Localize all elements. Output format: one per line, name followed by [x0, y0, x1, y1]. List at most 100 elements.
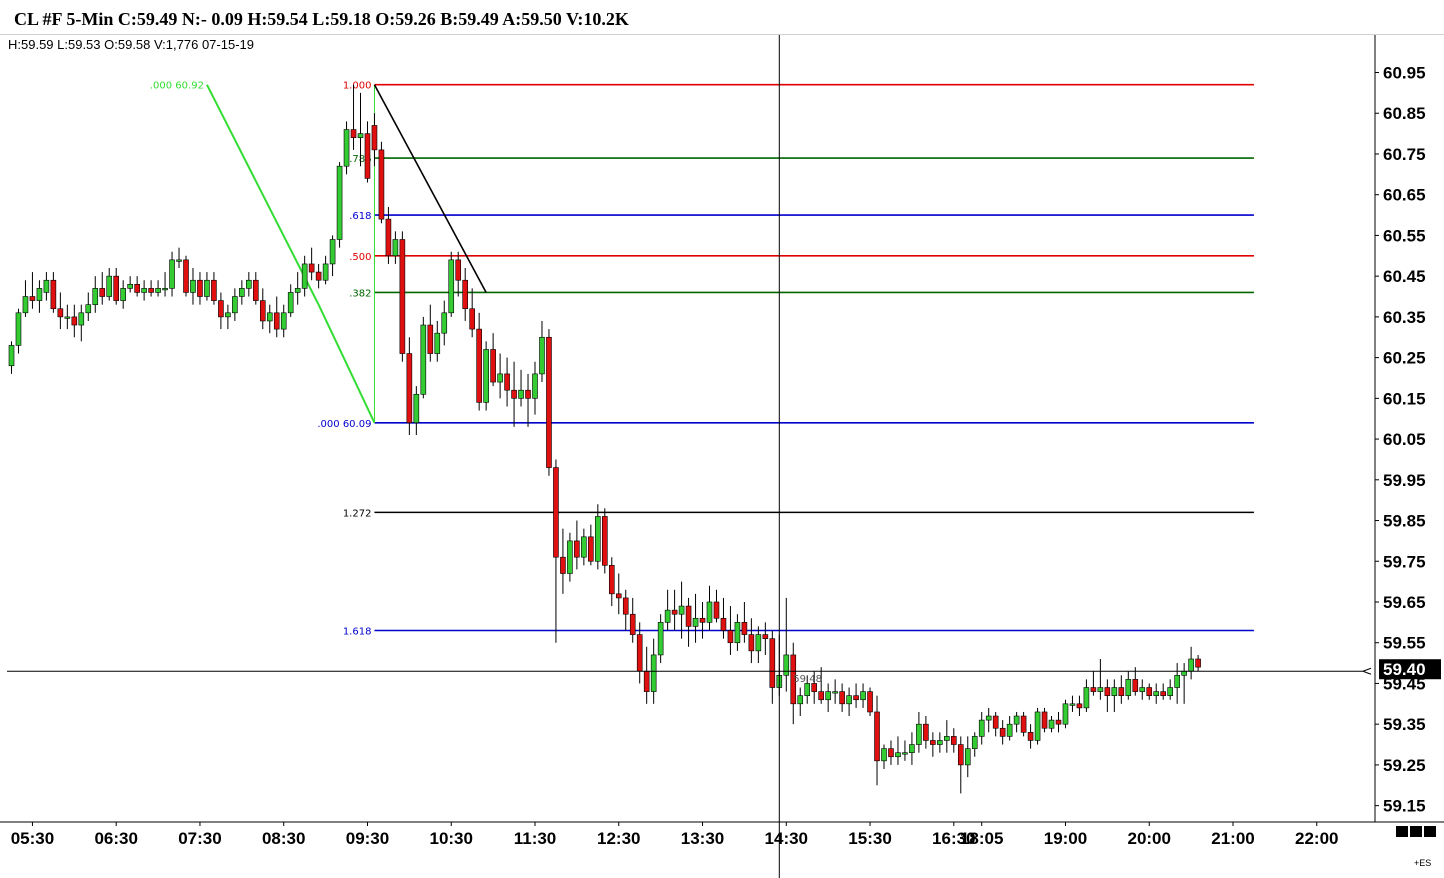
candle-down: [839, 691, 845, 705]
candle-up: [846, 695, 852, 705]
candle-down: [29, 296, 36, 301]
fib-level-label: 1.618: [343, 627, 372, 638]
candle-down: [923, 723, 929, 741]
candle-up: [1111, 687, 1118, 696]
fib-level-label: .382: [349, 288, 371, 299]
x-tick-label: 19:00: [1044, 829, 1087, 848]
scroll-middle-button[interactable]: [1410, 826, 1422, 837]
y-tick-label: 59.25: [1383, 756, 1426, 775]
candle-up: [322, 263, 329, 281]
candle-down: [615, 593, 622, 599]
candle-down: [588, 536, 594, 562]
x-tick-label: 09:30: [346, 829, 389, 848]
candle-up: [978, 719, 985, 737]
candle-down: [1160, 691, 1166, 696]
candle-up: [434, 332, 441, 354]
candle-up: [162, 288, 168, 291]
last-price-badge-text: 59.40: [1383, 660, 1426, 679]
x-tick-label: 05:30: [11, 829, 54, 848]
candle-up: [225, 312, 231, 318]
candle-down: [727, 630, 734, 644]
y-tick-label: 60.15: [1383, 389, 1426, 408]
candle-up: [127, 284, 133, 289]
candle-up: [301, 263, 308, 289]
swing-line-upper: [206, 84, 320, 306]
y-tick-label: 60.05: [1383, 430, 1426, 449]
candle-up: [937, 740, 943, 745]
candle-down: [1041, 711, 1048, 729]
candle-up: [797, 695, 804, 705]
candle-down: [1195, 658, 1201, 668]
candle-up: [539, 336, 545, 375]
y-tick-label: 60.75: [1383, 145, 1426, 164]
candle-up: [832, 691, 838, 694]
x-tick-label: 20:00: [1127, 829, 1170, 848]
candle-down: [183, 259, 189, 293]
y-tick-label: 59.15: [1383, 797, 1426, 816]
x-tick-label: 06:30: [94, 829, 137, 848]
candle-down: [308, 263, 315, 273]
y-tick-label: 59.35: [1383, 715, 1426, 734]
scroll-buttons[interactable]: [1396, 826, 1436, 837]
candle-down: [71, 316, 78, 326]
candle-up: [860, 691, 866, 701]
candle-up: [287, 292, 294, 314]
candle-down: [315, 271, 322, 281]
candle-down: [992, 715, 999, 729]
candle-up: [657, 622, 664, 656]
x-tick-label: 11:30: [514, 829, 557, 848]
candle-up: [294, 288, 301, 293]
fib-level-label: .000 60.09: [317, 419, 371, 430]
scroll-left-button[interactable]: [1396, 826, 1408, 837]
candle-down: [427, 324, 434, 354]
x-tick-label: 10:30: [429, 829, 472, 848]
candle-down: [685, 605, 692, 627]
candle-up: [22, 296, 29, 314]
candle-up: [902, 752, 908, 755]
y-tick-label: 60.35: [1383, 308, 1426, 327]
candle-down: [1076, 703, 1083, 709]
candle-up: [567, 540, 573, 574]
candle-down: [253, 279, 259, 301]
candle-up: [169, 259, 175, 289]
chart-title: CL #F 5-Min C:59.49 N:- 0.09 H:59.54 L:5…: [14, 9, 629, 29]
candle-up: [518, 389, 524, 399]
fib-level-label: .618: [349, 211, 371, 222]
swing-line-lower: [317, 304, 376, 424]
price-arrow-icon: [1362, 667, 1372, 675]
y-tick-label: 60.85: [1383, 104, 1426, 123]
fib-level-label: 1.272: [343, 508, 372, 519]
candle-up: [85, 304, 92, 314]
candle-down: [399, 239, 406, 354]
trendline: [373, 84, 487, 293]
candle-up: [964, 748, 971, 766]
fib-level-label: .500: [349, 252, 371, 263]
candle-down: [1027, 732, 1034, 741]
candle-up: [916, 723, 922, 745]
candle-down: [1090, 687, 1097, 692]
candle-down: [560, 556, 566, 574]
candle-up: [64, 316, 71, 319]
candle-down: [525, 389, 531, 399]
candle-down: [818, 691, 824, 701]
candle-up: [944, 736, 950, 741]
candle-down: [148, 288, 154, 293]
scroll-right-button[interactable]: [1424, 826, 1436, 837]
candle-up: [985, 715, 992, 721]
candle-up: [155, 288, 161, 293]
candle-down: [546, 336, 552, 468]
candle-down: [853, 695, 859, 701]
candle-down: [790, 654, 797, 705]
candle-down: [364, 133, 371, 179]
candle-down: [622, 597, 629, 615]
candle-up: [190, 279, 196, 293]
candle-down: [1104, 687, 1111, 696]
x-tick-label: 07:30: [178, 829, 221, 848]
fib-level-label: 1.000: [343, 81, 372, 92]
candle-up: [1069, 703, 1076, 706]
candle-up: [336, 165, 343, 240]
chart-title-bar: CL #F 5-Min C:59.49 N:- 0.09 H:59.54 L:5…: [0, 0, 1444, 35]
candle-down: [1020, 715, 1027, 733]
y-tick-label: 59.85: [1383, 512, 1426, 531]
